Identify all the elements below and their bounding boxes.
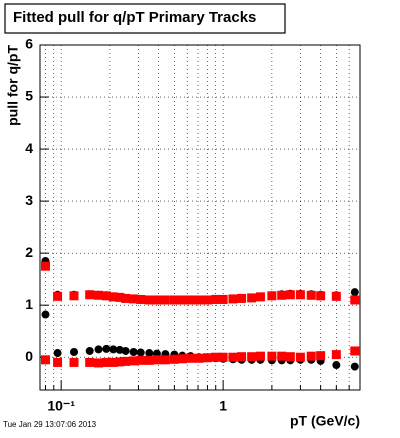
point [247, 293, 257, 303]
point [218, 294, 228, 304]
point [129, 356, 139, 366]
point [108, 292, 118, 302]
x-tick-label: 1 [219, 398, 227, 414]
point [228, 352, 238, 362]
y-tick-label: 4 [25, 140, 33, 156]
point [295, 352, 305, 362]
point [136, 348, 145, 357]
point [53, 291, 63, 301]
point [40, 355, 50, 365]
y-tick-label: 5 [25, 88, 33, 104]
chart-title: Fitted pull for q/pT Primary Tracks [13, 9, 256, 26]
point [306, 351, 316, 361]
point [332, 361, 341, 370]
y-tick-label: 3 [25, 192, 33, 208]
point [85, 357, 95, 367]
y-tick-label: 2 [25, 244, 33, 260]
point [306, 290, 316, 300]
y-axis-label: pull for q/pT [5, 45, 21, 126]
y-tick-label: 6 [25, 36, 33, 52]
point [211, 294, 221, 304]
point [144, 355, 154, 365]
point [41, 310, 50, 319]
point [228, 294, 238, 304]
point [94, 290, 104, 300]
point [350, 362, 359, 371]
point [247, 352, 257, 362]
point [194, 353, 204, 363]
point [121, 293, 131, 303]
x-tick-label: 10⁻¹ [47, 398, 75, 414]
point [202, 295, 212, 305]
point [218, 352, 228, 362]
point [121, 346, 130, 355]
point [160, 355, 170, 365]
point [136, 355, 146, 365]
point [331, 350, 341, 360]
point [144, 295, 154, 305]
point [102, 344, 111, 353]
point [211, 352, 221, 362]
point [152, 295, 162, 305]
point [101, 357, 111, 367]
point [285, 290, 295, 300]
point [267, 351, 277, 361]
point [145, 349, 154, 358]
point [70, 348, 79, 357]
point [316, 351, 326, 361]
point [160, 295, 170, 305]
point [255, 292, 265, 302]
point [277, 290, 287, 300]
point [237, 293, 247, 303]
point [136, 294, 146, 304]
x-axis-label: pT (GeV/c) [290, 413, 360, 429]
point [101, 291, 111, 301]
point [85, 346, 94, 355]
point [285, 352, 295, 362]
point [194, 295, 204, 305]
point [40, 261, 50, 271]
point [85, 290, 95, 300]
point [350, 288, 359, 297]
point [53, 349, 62, 358]
point [69, 291, 79, 301]
point [115, 292, 125, 302]
point [129, 348, 138, 357]
point [316, 291, 326, 301]
point [177, 295, 187, 305]
point [177, 354, 187, 364]
point [186, 353, 196, 363]
title-box [4, 3, 286, 34]
point [109, 345, 118, 354]
point [108, 357, 118, 367]
point [267, 291, 277, 301]
point [129, 294, 139, 304]
point [169, 354, 179, 364]
point [53, 357, 63, 367]
point [277, 351, 287, 361]
point [69, 357, 79, 367]
point [350, 295, 360, 305]
point [186, 295, 196, 305]
point [152, 355, 162, 365]
y-tick-label: 1 [25, 296, 33, 312]
point [202, 353, 212, 363]
point [331, 291, 341, 301]
point [115, 357, 125, 367]
point [169, 295, 179, 305]
point [121, 356, 131, 366]
y-tick-label: 0 [25, 348, 33, 364]
point [350, 346, 360, 356]
point [237, 352, 247, 362]
date-stamp: Tue Jan 29 13:07:06 2013 [3, 420, 97, 429]
point [295, 290, 305, 300]
point [255, 351, 265, 361]
point [94, 358, 104, 368]
point [94, 345, 103, 354]
